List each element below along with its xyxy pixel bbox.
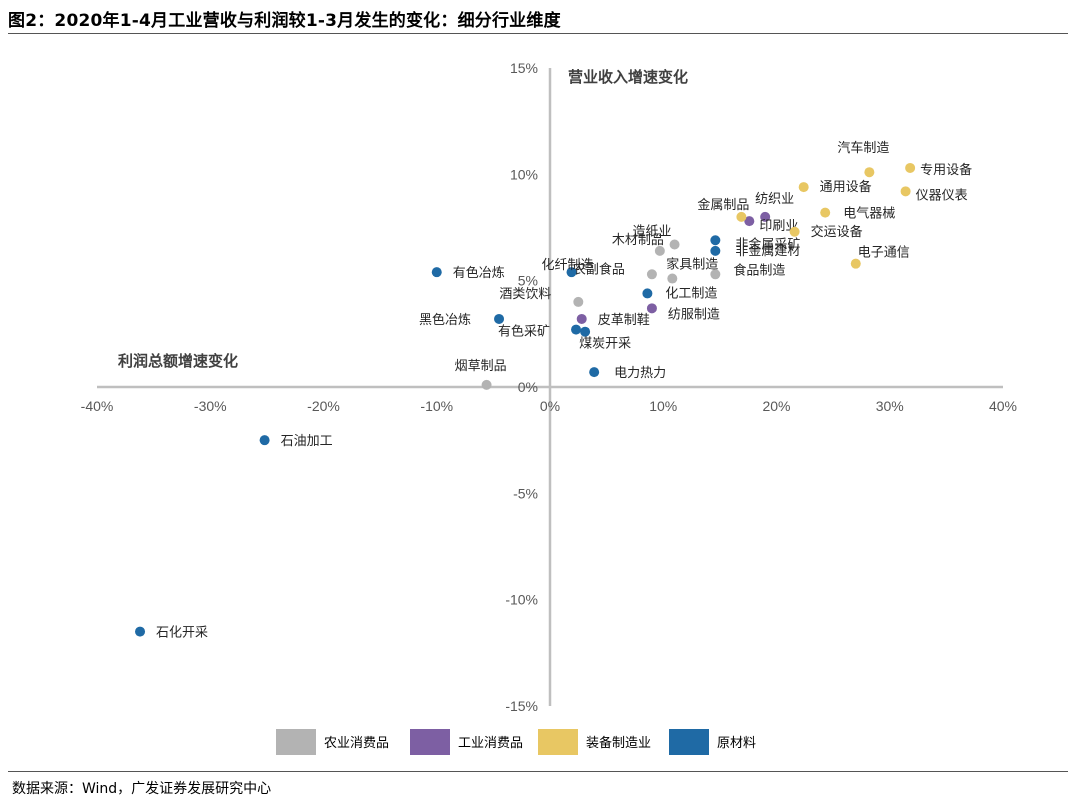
data-point	[760, 211, 771, 222]
data-point	[494, 313, 505, 324]
data-point	[905, 162, 916, 173]
point-label: 石油加工	[281, 434, 333, 449]
data-point	[580, 326, 591, 337]
legend-label: 工业消费品	[458, 736, 523, 751]
data-point	[589, 367, 600, 378]
point-label: 烟草制品	[455, 359, 507, 374]
x-tick-label: -40%	[81, 398, 114, 414]
point-label: 交运设备	[811, 224, 863, 240]
legend-swatch	[538, 729, 578, 755]
title-rule	[8, 33, 1068, 34]
data-point	[646, 303, 657, 314]
y-tick-label: -15%	[505, 698, 538, 714]
point-label: 农副食品	[573, 261, 625, 277]
point-label: 非金属采矿	[735, 236, 800, 252]
point-label: 汽车制造	[837, 140, 889, 156]
legend-label: 装备制造业	[586, 735, 651, 751]
data-point	[710, 235, 721, 246]
point-label: 通用设备	[820, 179, 872, 195]
chart-legend: 农业消费品 工业消费品 装备制造业 原材料	[276, 729, 756, 755]
data-point	[573, 296, 584, 307]
point-label: 食品制造	[733, 262, 785, 278]
y-axis-title: 营业收入增速变化	[568, 68, 688, 86]
axis-ticks: -40% -30% -20% -10% 0% 10% 20% 30% 40% 15% 10% 5% 0%…	[81, 60, 1017, 714]
point-label: 电子通信	[858, 246, 910, 261]
y-tick-label: 15%	[510, 60, 538, 76]
data-point	[576, 313, 587, 324]
x-tick-label: -10%	[420, 398, 453, 414]
data-point	[864, 167, 875, 178]
legend-swatch	[669, 729, 709, 755]
data-point	[798, 182, 809, 193]
data-point	[850, 258, 861, 269]
data-point	[789, 226, 800, 237]
point-label: 黑色冶炼	[419, 312, 471, 328]
x-tick-label: 20%	[762, 398, 790, 414]
data-point	[646, 269, 657, 280]
data-point	[736, 211, 747, 222]
point-label: 煤炭开采	[579, 337, 631, 352]
x-tick-label: 30%	[876, 398, 904, 414]
source-note: 数据来源：Wind，广发证券发展研究中心	[12, 781, 272, 797]
data-point	[744, 216, 755, 227]
legend-swatch	[276, 729, 316, 755]
chart-axes	[97, 68, 1003, 706]
x-tick-label: 0%	[540, 398, 560, 414]
y-tick-label: 5%	[518, 273, 538, 289]
x-axis-title: 利润总额增速变化	[118, 352, 238, 370]
point-label: 金属制品	[697, 197, 749, 213]
point-label: 化纤制造	[542, 258, 594, 273]
data-point	[259, 435, 270, 446]
x-tick-label: 40%	[989, 398, 1017, 414]
data-point	[710, 245, 721, 256]
x-tick-label: 10%	[649, 398, 677, 414]
point-label: 电力热力	[614, 366, 666, 381]
point-label: 仪器仪表	[916, 188, 968, 203]
x-tick-label: -20%	[307, 398, 340, 414]
point-label: 皮革制鞋	[598, 312, 650, 328]
data-point	[135, 626, 146, 637]
y-tick-label: 0%	[518, 379, 538, 395]
point-label: 木材制品	[612, 233, 664, 248]
data-point	[481, 379, 492, 390]
point-label: 专用设备	[920, 162, 972, 178]
legend-label: 原材料	[717, 736, 756, 751]
point-label: 石化开采	[156, 626, 208, 641]
point-label: 酒类饮料	[499, 287, 551, 302]
point-label: 有色采矿	[498, 324, 550, 340]
data-point	[820, 207, 831, 218]
legend-swatch	[410, 729, 450, 755]
figure-title: 图2：2020年1-4月工业营收与利润较1-3月发生的变化：细分行业维度	[8, 11, 561, 31]
point-label: 化工制造	[665, 286, 717, 301]
point-label: 电气器械	[843, 206, 895, 222]
data-point	[571, 324, 582, 335]
y-tick-label: -5%	[513, 485, 538, 501]
x-tick-label: -30%	[194, 398, 227, 414]
point-label: 纺织业	[755, 192, 794, 207]
y-tick-label: -10%	[505, 592, 538, 608]
y-tick-label: 10%	[510, 166, 538, 182]
point-label: 有色冶炼	[453, 265, 505, 281]
point-label: 印刷业	[759, 219, 798, 234]
data-point	[669, 239, 680, 250]
data-point	[566, 267, 577, 278]
source-rule	[8, 771, 1068, 772]
data-point	[667, 273, 678, 284]
data-point	[654, 245, 665, 256]
point-label: 非金属建材	[735, 243, 800, 259]
point-label: 纺服制造	[668, 307, 720, 322]
point-label: 家具制造	[666, 257, 718, 273]
data-point	[431, 267, 442, 278]
legend-label: 农业消费品	[324, 736, 389, 751]
data-point	[642, 288, 653, 299]
data-point	[900, 186, 911, 197]
point-label: 造纸业	[633, 225, 672, 240]
data-point	[710, 269, 721, 280]
